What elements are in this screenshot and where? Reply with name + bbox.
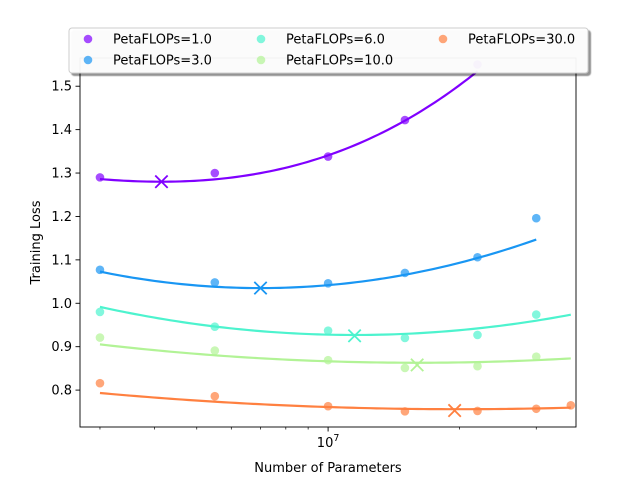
data-point — [473, 406, 482, 416]
legend-label: PetaFLOPs=10.0 — [286, 54, 393, 69]
y-tick-label: 0.9 — [51, 340, 72, 355]
series-fit-line — [99, 70, 479, 183]
series-3 — [95, 333, 571, 373]
data-point — [531, 404, 541, 414]
optimum-marker — [253, 281, 268, 295]
legend-box — [68, 27, 589, 74]
data-point — [400, 407, 410, 416]
data-point — [210, 391, 220, 401]
data-point — [400, 333, 410, 343]
legend-label: PetaFLOPs=1.0 — [113, 33, 212, 48]
y-tick-label: 1.4 — [51, 123, 72, 138]
legend-marker — [438, 34, 448, 44]
series-fit-line — [99, 343, 571, 364]
y-tick-label: 0.8 — [51, 384, 72, 399]
legend-label: PetaFLOPs=3.0 — [113, 54, 212, 69]
optimum-marker — [410, 358, 424, 372]
data-point — [95, 307, 105, 317]
series-fit-line — [99, 238, 537, 290]
legend-label: PetaFLOPs=6.0 — [286, 33, 385, 48]
series-fit-line — [99, 391, 571, 411]
x-axis: 107 — [99, 427, 537, 451]
legend-label: PetaFLOPs=30.0 — [468, 33, 575, 48]
optimum-marker — [154, 174, 169, 189]
legend-marker — [256, 34, 266, 44]
x-axis-label: Number of Parameters — [254, 461, 402, 476]
series-fit-line — [99, 305, 572, 337]
x-tick-label: 107 — [317, 433, 340, 451]
series-2 — [95, 305, 572, 343]
y-tick-label: 1.2 — [51, 210, 72, 225]
optimum-marker — [447, 403, 462, 418]
data-point — [400, 363, 410, 373]
y-tick-label: 1.5 — [51, 80, 72, 95]
legend-marker — [83, 55, 93, 65]
data-point — [323, 326, 333, 335]
data-point — [323, 152, 333, 161]
data-point — [531, 213, 541, 223]
data-point — [323, 401, 333, 411]
data-point — [95, 173, 105, 182]
legend-marker — [83, 34, 93, 44]
data-point — [210, 168, 220, 178]
data-point — [473, 252, 482, 262]
series-4 — [95, 378, 576, 418]
y-tick-label: 1.0 — [51, 297, 72, 312]
legend-marker — [256, 55, 266, 65]
data-point — [566, 400, 576, 410]
y-tick-label: 1.1 — [51, 253, 72, 268]
data-point — [400, 268, 410, 278]
legend: PetaFLOPs=1.0 PetaFLOPs=3.0 PetaFLOPs=6.0 P… — [68, 27, 589, 74]
y-axis: 0.8 0.9 1.0 1.1 1.2 1.3 1.4 1.5 — [51, 80, 80, 399]
y-tick-label: 1.3 — [51, 167, 72, 182]
y-axis-label: Training Loss — [29, 200, 44, 285]
data-point — [210, 322, 220, 332]
data-point — [531, 310, 541, 319]
data-point — [473, 361, 482, 371]
series-1 — [95, 213, 541, 295]
data-point — [400, 115, 410, 125]
data-point — [531, 352, 541, 361]
data-point — [210, 278, 220, 287]
data-point — [95, 378, 105, 388]
data-point — [210, 346, 220, 355]
data-point — [323, 355, 333, 365]
data-point — [95, 333, 105, 342]
optimum-marker — [347, 328, 362, 343]
data-point — [323, 279, 333, 288]
data-point — [95, 265, 105, 275]
data-point — [473, 330, 482, 340]
